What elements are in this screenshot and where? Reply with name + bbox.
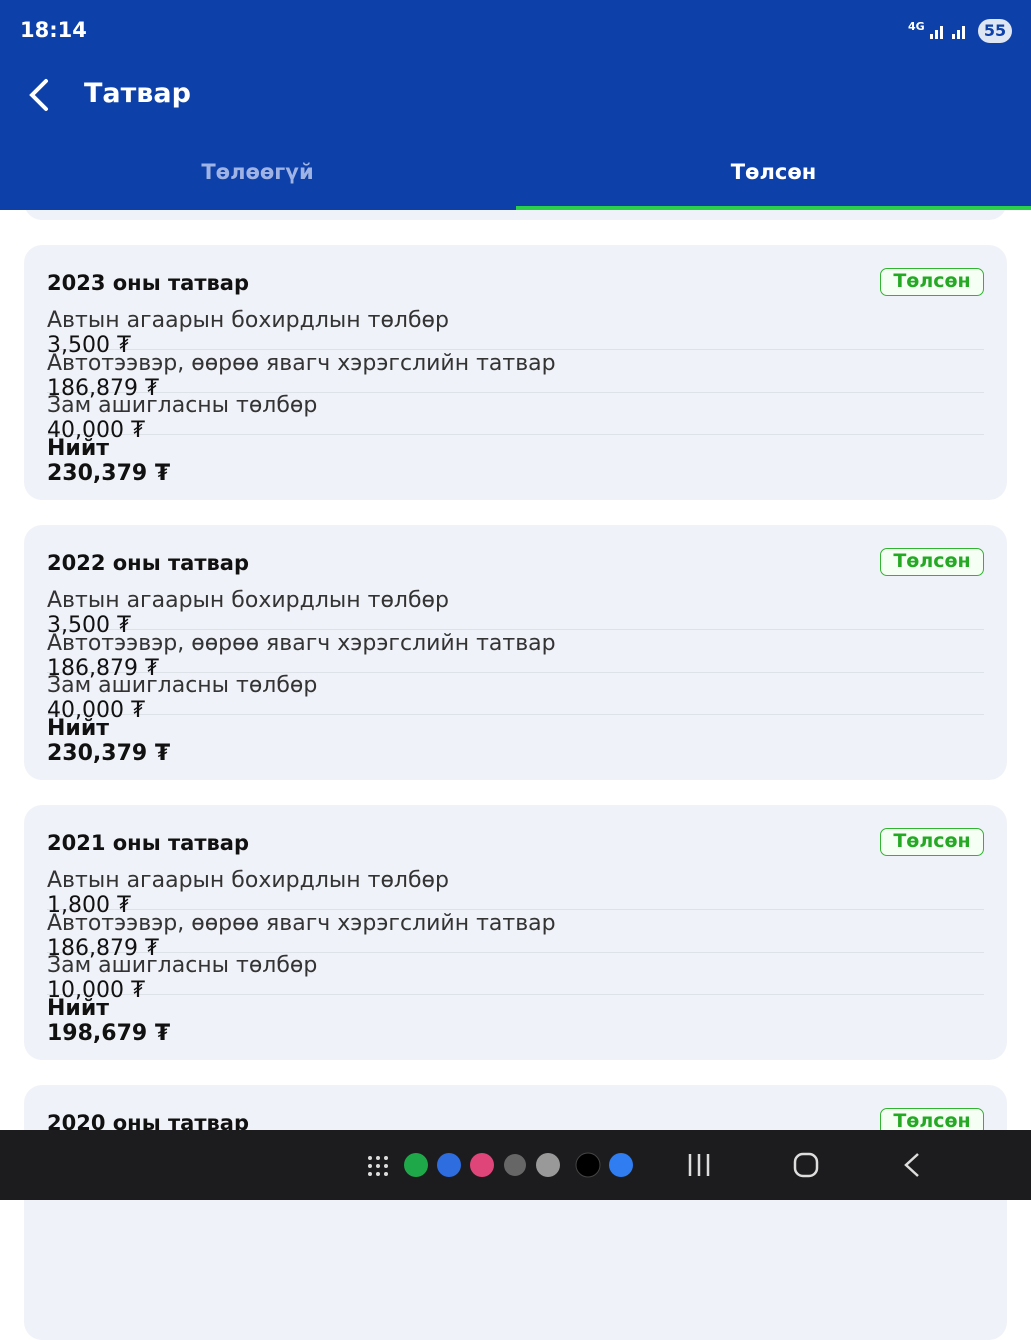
row: Зам ашигласны төлбөр 10,000 ₮ [47,953,984,1003]
amount: 230,379 ₮ [47,460,171,486]
page-title: Татвар [84,78,191,109]
label: Автын агаарын бохирдлын төлбөр [47,588,449,613]
tab[interactable]: Төлөөгүй [201,160,314,184]
amount: 3,500 ₮ [47,333,131,358]
label: Зам ашигласны төлбөр [47,953,318,978]
amount: 186,879 ₮ [47,935,159,961]
clock: 18:14 [20,18,87,42]
status-badge: Төлсөн [880,268,984,296]
amount: 3,500 ₮ [47,613,131,638]
label: Автын агаарын бохирдлын төлбөр [47,868,449,893]
card: 2021 оны татвар Төлсөн Автын агаарын бохир… [24,805,1007,1060]
card: 2023 оны татвар Төлсөн Автын агаарын бохир… [24,245,1007,500]
signal [930,26,965,39]
status-badge: Төлсөн [880,828,984,856]
label: Автотээвэр, өөрөө явагч хэрэгслийн татва… [47,910,556,936]
amount: 1,800 ₮ [47,893,131,918]
nav-icons [368,1152,919,1178]
status-badge: Төлсөн [880,1108,984,1136]
tab[interactable]: Төлсөн [730,160,817,184]
amount: 10,000 ₮ [47,978,145,1003]
amount: 40,000 ₮ [47,418,145,443]
total-row: Нийт 198,679 ₮ [47,995,984,1046]
amount: 186,879 ₮ [47,375,159,401]
row: Автотээвэр, өөрөө явагч хэрэгслийн татва… [47,910,984,961]
total-row: Нийт 230,379 ₮ [47,435,984,486]
label: Нийт [47,995,109,1021]
row: Автын агаарын бохирдлын төлбөр 1,800 ₮ [47,868,984,918]
card: 2022 оны татвар Төлсөн Автын агаарын бохир… [24,525,1007,780]
back-button[interactable] [26,78,54,112]
total-row: Нийт 230,379 ₮ [47,715,984,766]
card-title: 2021 оны татвар [47,831,250,855]
network: 4G [908,20,925,33]
label: Зам ашигласны төлбөр [47,393,318,418]
app-bar: 18:14 4G 55 Татвар Төлөөгүй Төлсөн [0,0,1031,210]
amount: 230,379 ₮ [47,740,171,766]
row: Зам ашигласны төлбөр 40,000 ₮ [47,673,984,723]
label: Зам ашигласны төлбөр [47,673,318,698]
tab-indicator [516,206,1031,210]
row: Автотээвэр, өөрөө явагч хэрэгслийн татва… [47,630,984,681]
row: Автотээвэр, өөрөө явагч хэрэгслийн татва… [47,350,984,401]
label: Автотээвэр, өөрөө явагч хэрэгслийн татва… [47,630,556,656]
battery: 55 [978,19,1012,43]
amount: 198,679 ₮ [47,1020,171,1046]
card-title: 2023 оны татвар [47,271,250,295]
row: Зам ашигласны төлбөр 40,000 ₮ [47,393,984,443]
label: Автотээвэр, өөрөө явагч хэрэгслийн татва… [47,350,556,376]
card-title: 2022 оны татвар [47,551,250,575]
amount: 186,879 ₮ [47,655,159,681]
nav-bar [0,1130,1031,1200]
amount: 40,000 ₮ [47,698,145,723]
status-badge: Төлсөн [880,548,984,576]
label: Автын агаарын бохирдлын төлбөр [47,308,449,333]
label: Нийт [47,715,109,741]
label: Нийт [47,435,109,461]
